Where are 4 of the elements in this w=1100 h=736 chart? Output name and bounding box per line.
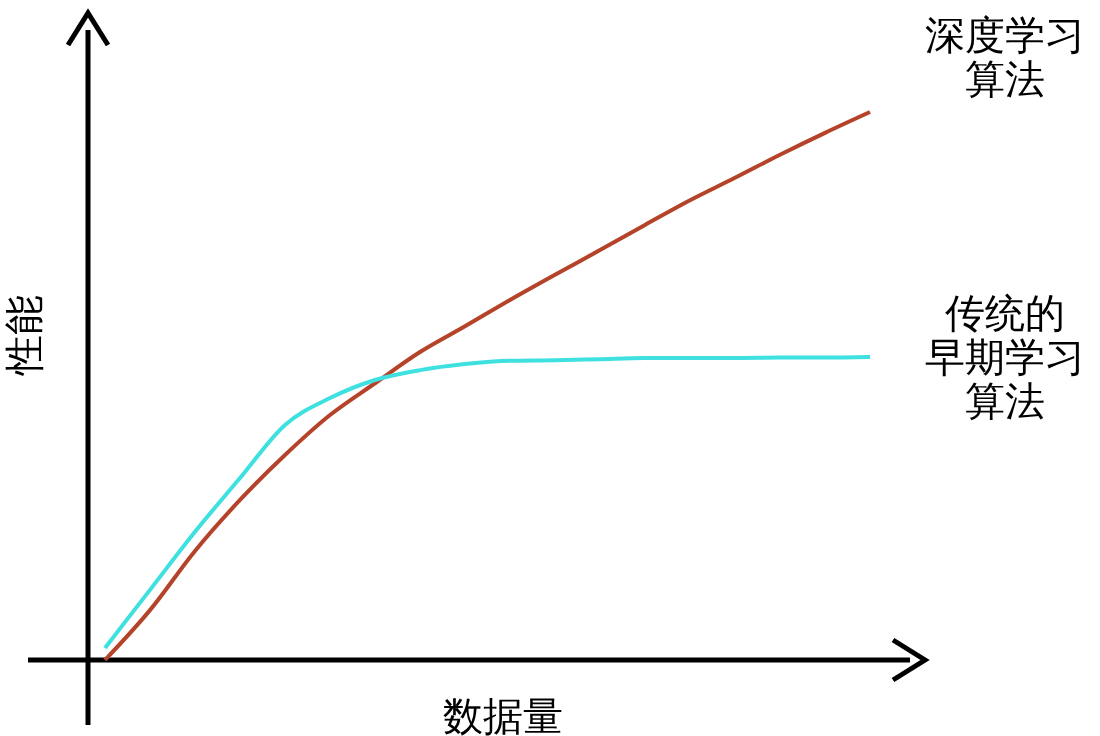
series-label: 传统的早期学习算法 xyxy=(925,289,1085,424)
series-label: 深度学习算法 xyxy=(925,12,1085,102)
x-axis-title: 数据量 xyxy=(443,693,563,736)
y-axis-title: 性能 xyxy=(1,295,47,377)
